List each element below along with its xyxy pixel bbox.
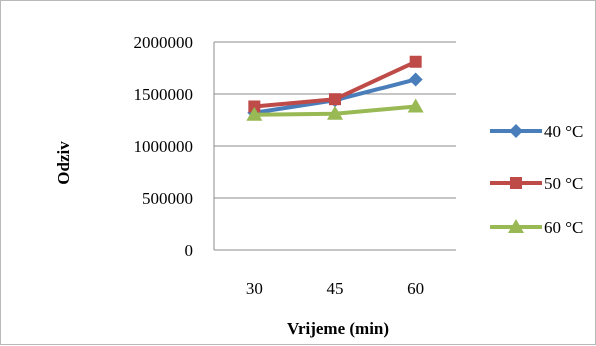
legend-marker [510, 177, 522, 189]
y-tick-label: 500000 [142, 189, 193, 208]
legend-item: 50 °C [490, 174, 583, 193]
legend-label: 60 °C [544, 218, 583, 237]
series-2 [246, 98, 424, 121]
y-tick-label: 1000000 [134, 137, 194, 156]
y-tick-label: 2000000 [134, 33, 194, 52]
data-point-marker [407, 98, 424, 113]
axes: 0 500000 1000000 1500000 2000000 30 45 60 [134, 33, 456, 298]
legend-label: 40 °C [544, 122, 583, 141]
x-tick-label: 30 [246, 279, 263, 298]
data-point-marker [409, 55, 422, 68]
data-point-marker [246, 106, 263, 121]
data-point-marker [329, 93, 341, 106]
x-axis-title: Vrijeme (min) [287, 319, 389, 338]
x-tick-label: 60 [407, 279, 424, 298]
data-point-marker [408, 72, 423, 87]
data-point-marker [327, 105, 343, 120]
x-tick-label: 45 [327, 279, 344, 298]
legend-item: 60 °C [490, 218, 583, 237]
series-lines [246, 55, 424, 121]
y-tick-label: 0 [185, 241, 194, 260]
legend: 40 °C 50 °C 60 °C [490, 122, 583, 237]
y-tick-label: 1500000 [134, 85, 194, 104]
legend-label: 50 °C [544, 174, 583, 193]
series-1 [248, 55, 422, 113]
legend-item: 40 °C [490, 122, 583, 141]
data-point-marker [248, 100, 261, 113]
legend-marker [508, 219, 524, 233]
legend-marker [509, 124, 523, 138]
y-axis-title: Odziv [54, 141, 73, 185]
